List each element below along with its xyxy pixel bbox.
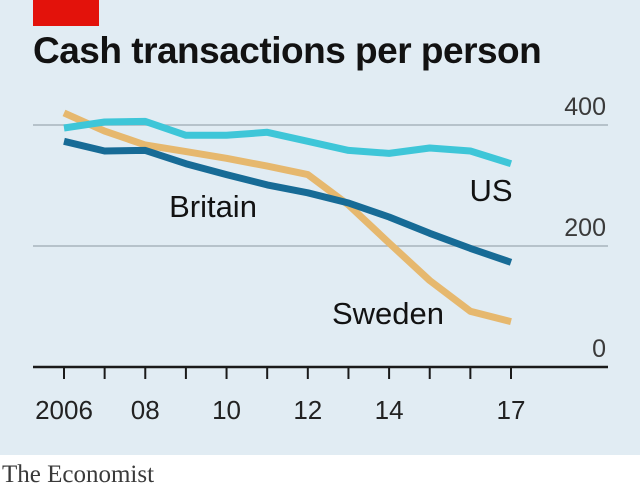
x-tick-label: 17 (497, 395, 526, 425)
series-line-britain (63, 137, 513, 266)
chart-title: Cash transactions per person (33, 30, 542, 71)
x-tick-label: 14 (375, 395, 404, 425)
x-tick-label: 12 (293, 395, 322, 425)
x-axis (33, 365, 608, 379)
x-tick-label: 10 (212, 395, 241, 425)
series-lines (62, 109, 513, 325)
y-tick-label: 200 (564, 214, 606, 242)
series-label-britain: Britain (169, 189, 257, 224)
chart-labels: 0 200 400 2006 08 10 12 14 17 US Britain Sweden (35, 93, 606, 425)
y-tick-label: 0 (592, 335, 606, 363)
series-label-sweden: Sweden (332, 296, 444, 331)
brand-tag (33, 0, 99, 26)
x-tick-label: 08 (131, 395, 160, 425)
series-line-us (63, 117, 513, 168)
line-chart: 0 200 400 2006 08 10 12 14 17 US Britain Sweden (33, 93, 608, 425)
source-label: The Economist (2, 461, 155, 488)
series-label-us: US (469, 173, 512, 208)
chart-panel (0, 0, 640, 455)
x-tick-label: 2006 (35, 395, 93, 425)
series-line-sweden (62, 109, 512, 325)
y-tick-label: 400 (564, 93, 606, 121)
